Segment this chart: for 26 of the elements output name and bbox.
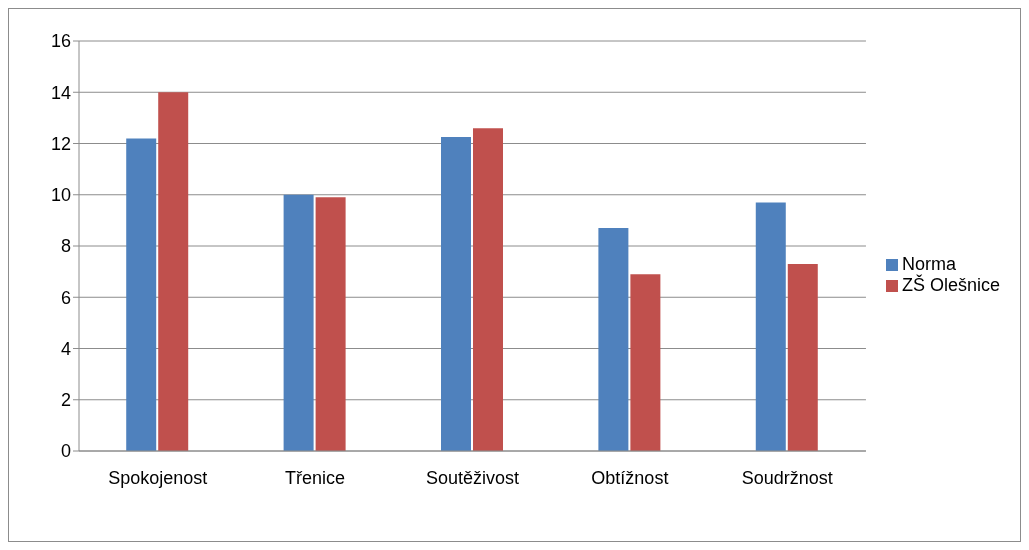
y-tick-label: 16 [50,31,71,52]
x-tick-label: Soudržnost [741,467,833,488]
y-tick-label: 8 [60,236,71,257]
y-tick-label: 10 [50,185,71,206]
bar [755,202,786,451]
x-tick-label: Spokojenost [108,467,208,488]
bar [598,228,629,451]
bar [158,92,189,451]
y-tick-label: 6 [60,287,71,308]
x-tick-label: Obtížnost [591,467,669,488]
bar [283,194,314,451]
y-tick-label: 0 [60,441,71,462]
bar [473,128,503,451]
y-tick-label: 2 [60,390,71,411]
y-tick-label: 14 [50,82,71,103]
x-tick-label: Soutěživost [425,467,520,488]
legend-label: Norma [901,254,956,274]
bar [630,274,661,451]
x-tick-label: Třenice [285,467,346,488]
bar [315,197,346,451]
bar [126,138,157,451]
bar [787,263,818,451]
bar [441,137,471,451]
y-tick-label: 12 [50,133,71,154]
y-tick-label: 4 [60,338,71,359]
legend-label: ZŠ Olešnice [901,275,1000,295]
